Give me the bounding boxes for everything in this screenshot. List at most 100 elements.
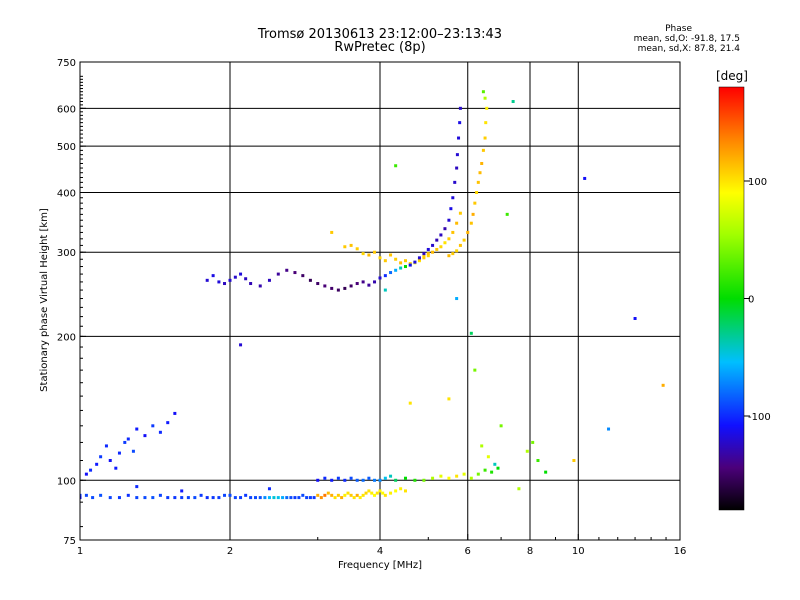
data-point — [458, 106, 462, 110]
phase-x-stats: mean, sd,X: 87.8, 21.4 — [637, 44, 740, 54]
data-point — [367, 283, 371, 287]
data-point — [276, 272, 280, 276]
data-point — [95, 462, 99, 466]
data-point — [135, 427, 139, 431]
x-tick-label: 2 — [227, 546, 233, 557]
data-point — [389, 474, 393, 478]
data-point — [244, 277, 248, 281]
data-point — [326, 491, 330, 495]
data-point — [435, 247, 439, 251]
data-point — [462, 238, 466, 242]
data-point — [104, 444, 108, 448]
data-point — [499, 424, 503, 428]
data-point — [249, 496, 253, 500]
data-point — [293, 271, 297, 275]
data-point — [249, 282, 253, 286]
data-point — [490, 470, 494, 474]
data-point — [355, 493, 359, 497]
data-point — [312, 496, 316, 500]
data-point — [114, 466, 118, 470]
y-tick-label: 600 — [57, 104, 76, 115]
data-point — [607, 427, 611, 431]
data-point — [458, 121, 462, 125]
x-tick-label: 8 — [527, 546, 533, 557]
data-point — [355, 247, 359, 251]
phase-legend-title: Phase — [665, 24, 692, 34]
data-point — [84, 472, 88, 476]
data-point — [394, 489, 398, 493]
data-point — [123, 440, 127, 444]
data-point — [451, 230, 455, 234]
data-point — [517, 487, 521, 491]
data-point — [408, 263, 412, 267]
data-point — [135, 485, 139, 489]
data-point — [426, 252, 430, 256]
data-point — [455, 474, 459, 478]
data-point — [223, 493, 227, 497]
data-point — [447, 254, 451, 258]
data-point — [211, 496, 215, 500]
data-point — [343, 478, 347, 482]
data-point — [458, 243, 462, 247]
colorbar — [718, 86, 745, 511]
data-point — [462, 472, 466, 476]
data-point — [239, 272, 243, 276]
data-point — [417, 256, 421, 260]
data-point — [233, 275, 237, 279]
data-point — [233, 496, 237, 500]
data-point — [349, 284, 353, 288]
data-point — [389, 253, 393, 257]
data-point — [316, 282, 320, 286]
data-point — [297, 496, 301, 500]
data-point — [173, 411, 177, 415]
data-point — [305, 496, 309, 500]
colorbar-tick-label: 0 — [748, 295, 754, 306]
data-point — [91, 496, 95, 500]
y-axis-title: Stationary phase Virtual Height [km] — [39, 208, 50, 392]
data-point — [447, 237, 451, 241]
data-point — [413, 260, 417, 264]
data-point — [394, 257, 398, 261]
data-point — [355, 478, 359, 482]
data-point — [99, 493, 103, 497]
colorbar-tick-label: 100 — [748, 177, 767, 188]
data-point — [403, 476, 407, 480]
data-point — [301, 493, 305, 497]
data-point — [285, 496, 289, 500]
x-tick-label: 16 — [674, 546, 687, 557]
data-point — [343, 493, 347, 497]
data-point — [323, 493, 327, 497]
data-point — [217, 496, 221, 500]
y-tick-label: 200 — [57, 332, 76, 343]
colorbar-unit: [deg] — [716, 69, 748, 83]
data-point — [373, 250, 377, 254]
data-points — [80, 90, 665, 500]
data-point — [375, 491, 379, 495]
data-point — [336, 288, 340, 292]
data-point — [443, 227, 447, 231]
y-tick-label: 500 — [57, 142, 76, 153]
data-point — [476, 180, 480, 184]
data-point — [373, 478, 377, 482]
data-point — [308, 278, 312, 282]
data-point — [330, 493, 334, 497]
data-point — [108, 458, 112, 462]
data-point — [239, 496, 243, 500]
data-point — [340, 496, 344, 500]
data-point — [267, 278, 271, 282]
data-point — [285, 268, 289, 272]
data-point — [80, 496, 82, 500]
data-point — [422, 256, 426, 260]
data-point — [481, 90, 485, 94]
data-point — [117, 496, 121, 500]
data-point — [253, 496, 257, 500]
data-point — [180, 489, 184, 493]
data-point — [572, 458, 576, 462]
data-point — [451, 252, 455, 256]
data-point — [544, 470, 548, 474]
phase-o-stats: mean, sd,O: -91.8, 17.5 — [633, 34, 740, 44]
colorbar-ticks: 100 0 -100 — [744, 177, 771, 423]
data-point — [349, 243, 353, 247]
data-point — [378, 276, 382, 280]
